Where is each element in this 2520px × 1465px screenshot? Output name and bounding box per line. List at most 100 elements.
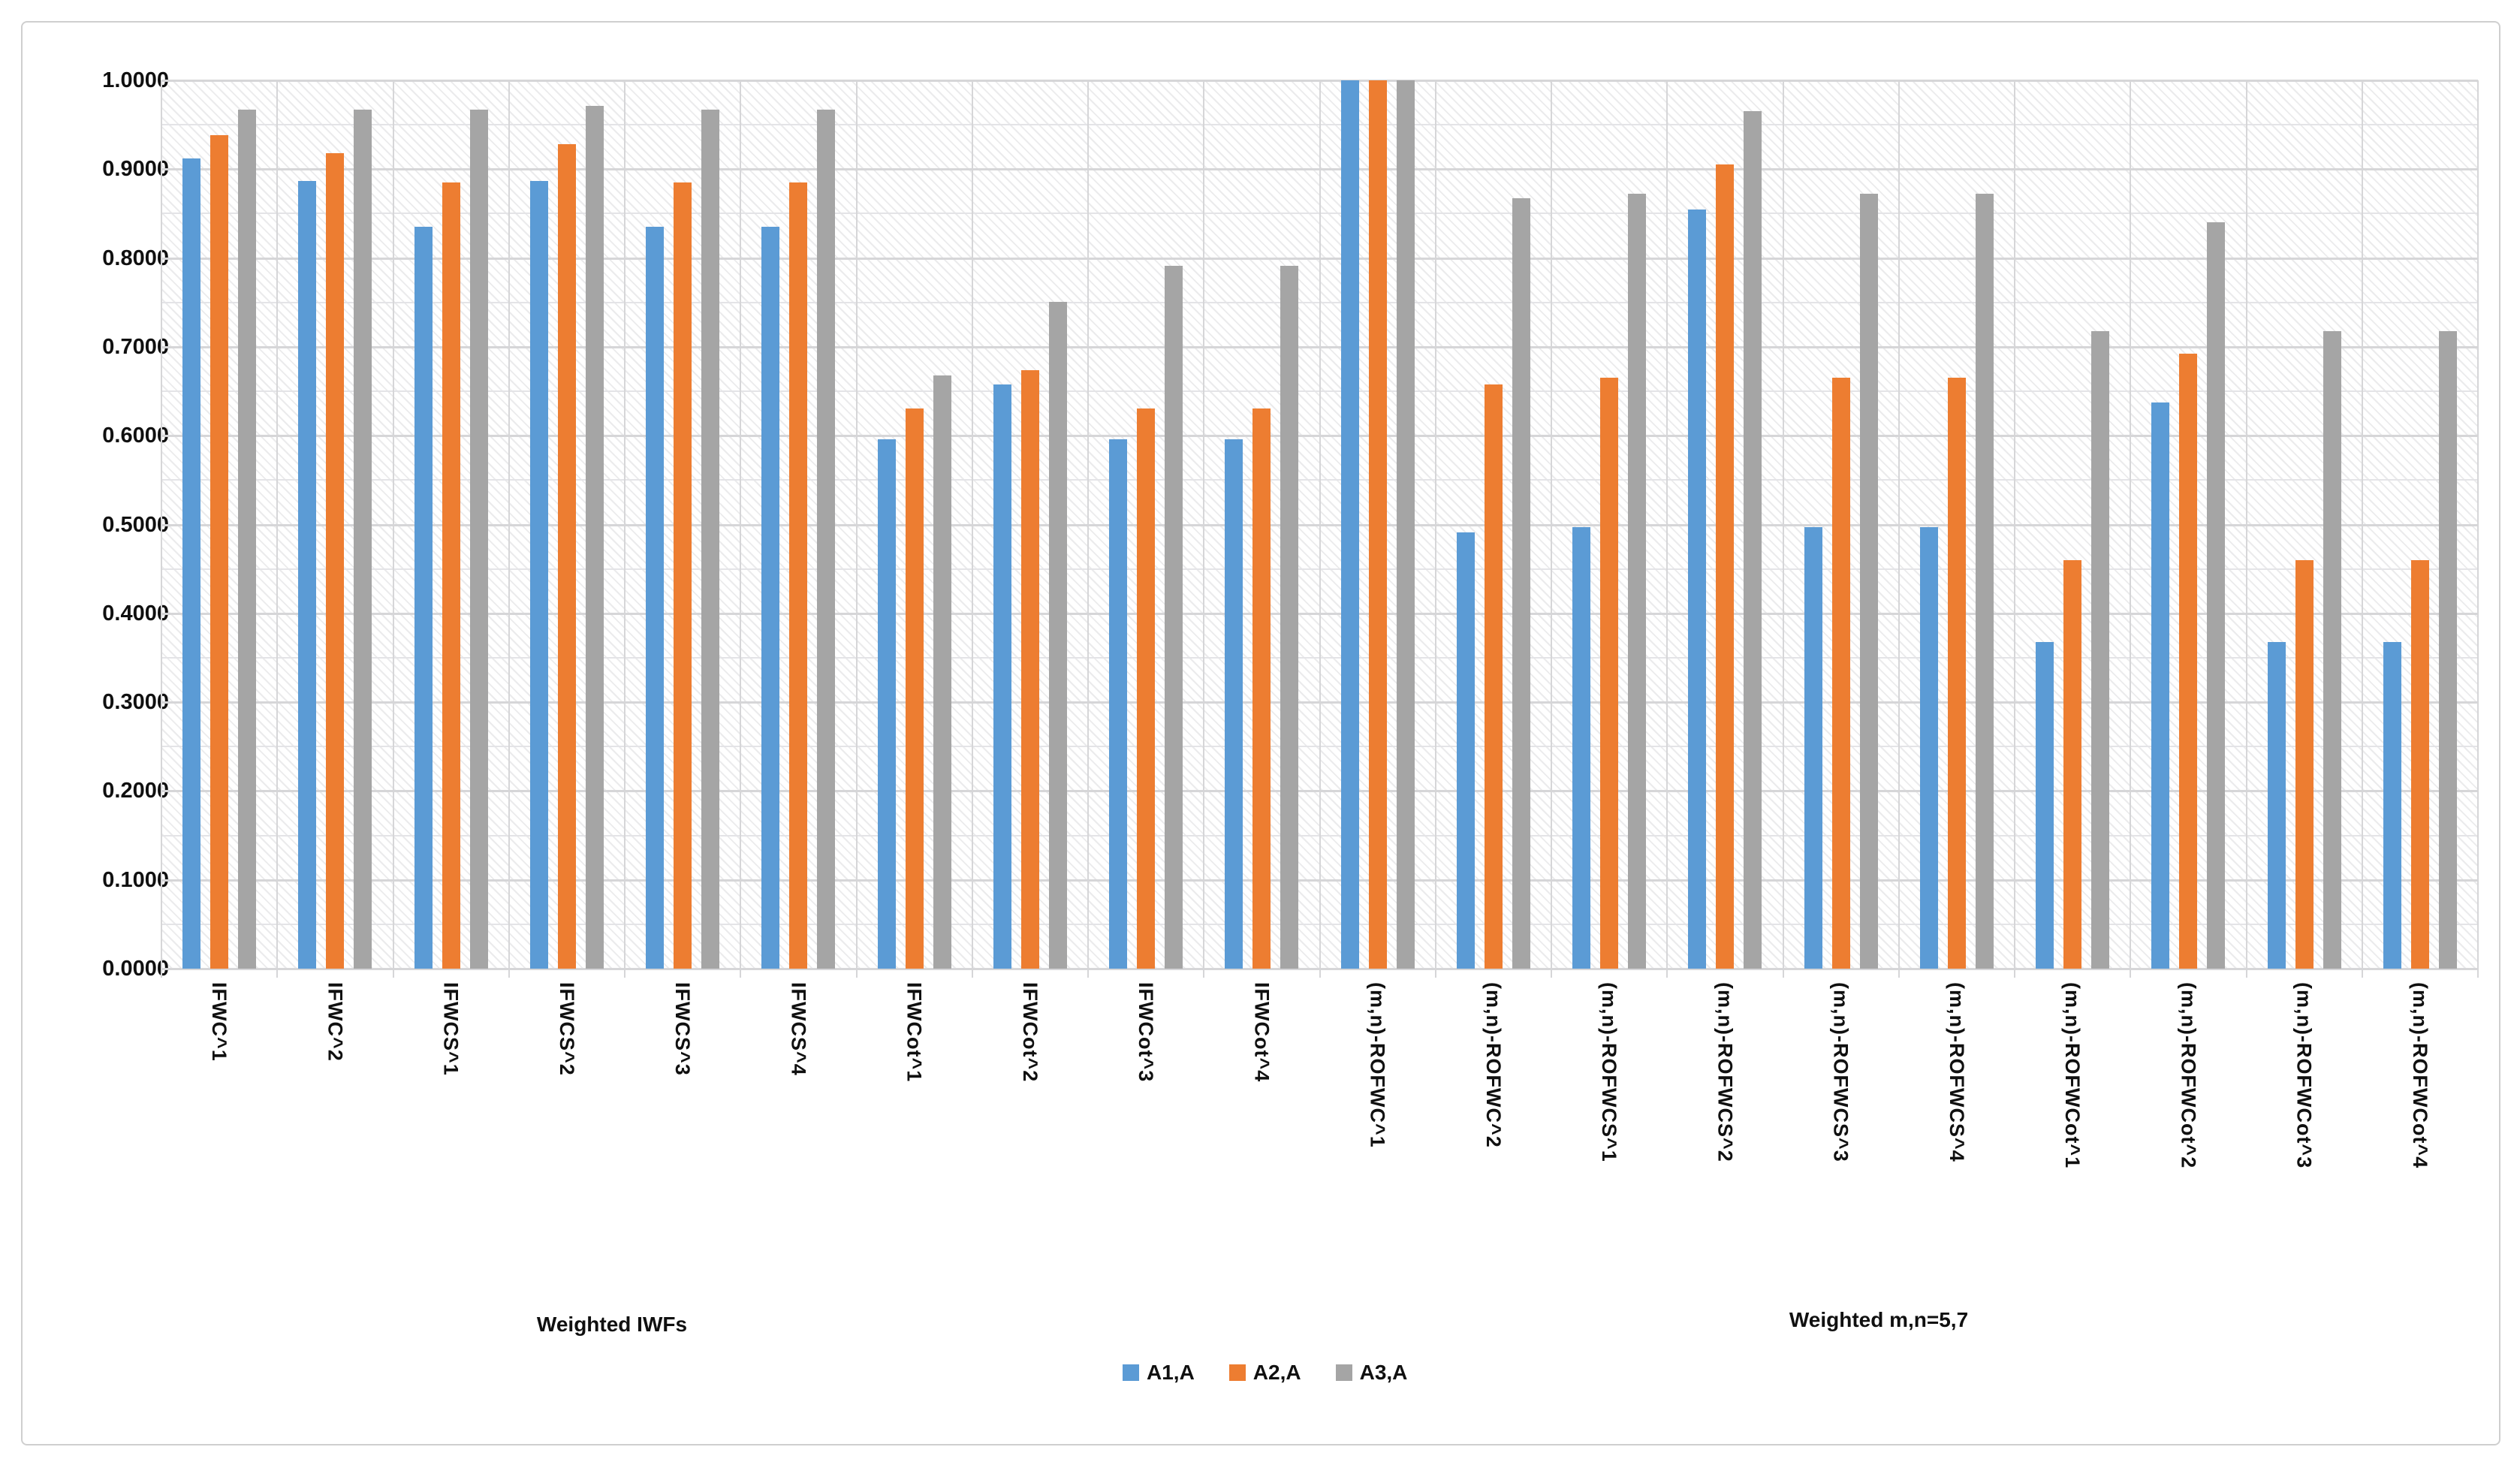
bar-series-2 (557, 144, 576, 969)
bar-series-3 (354, 110, 372, 969)
x-axis-category-label: (m,n)-ROFWC^2 (1482, 982, 1505, 1148)
bar-group (1783, 80, 1899, 969)
bar-series-2 (2063, 560, 2082, 969)
bar-group (2247, 80, 2362, 969)
bar-series-1 (2036, 642, 2054, 969)
gridline-vertical (508, 80, 510, 978)
bar-series-1 (2267, 642, 2286, 969)
bar-group (277, 80, 393, 969)
bar-series-3 (238, 110, 257, 969)
gridline-vertical (2130, 80, 2131, 978)
x-axis-category-label: IFWC^2 (324, 982, 347, 1062)
bar-group (2130, 80, 2246, 969)
axis-group-label-weighted-iwfs: Weighted IWFs (536, 1313, 688, 1336)
bar-series-2 (1137, 408, 1156, 969)
legend-item: A1,A (1123, 1361, 1195, 1385)
bar-series-1 (1688, 210, 1707, 969)
bar-series-3 (817, 110, 836, 969)
x-axis-category-label: (m,n)-ROFWCot^4 (2408, 982, 2431, 1169)
bar-series-1 (2383, 642, 2401, 969)
x-axis-category-label: IFWCot^3 (1135, 982, 1158, 1083)
gridline-vertical (2362, 80, 2363, 978)
gridline-vertical (1783, 80, 1784, 978)
x-axis-category-label: (m,n)-ROFWCot^2 (2177, 982, 2200, 1169)
x-axis-category-label: IFWCot^4 (1250, 982, 1274, 1083)
y-axis-tick-label: 0.7000 (102, 334, 169, 359)
y-axis-tick-label: 0.2000 (102, 779, 169, 803)
bar-series-1 (182, 158, 201, 969)
bar-group (1088, 80, 1204, 969)
bar-series-2 (1020, 370, 1039, 969)
bar-series-2 (210, 135, 229, 969)
legend-swatch-icon (1335, 1364, 1352, 1381)
bar-group (857, 80, 972, 969)
bar-series-3 (933, 375, 951, 969)
y-axis-tick-label: 1.0000 (102, 68, 169, 92)
bar-series-2 (1368, 80, 1387, 969)
bar-series-1 (414, 227, 433, 969)
bar-series-2 (1947, 378, 1966, 969)
bar-series-1 (1919, 527, 1938, 969)
bar-series-1 (2151, 402, 2170, 969)
bar-series-3 (1628, 194, 1647, 969)
bar-series-3 (2207, 222, 2226, 969)
bar-group (2362, 80, 2478, 969)
y-axis-tick-label: 0.0000 (102, 957, 169, 981)
y-axis-tick-label: 0.3000 (102, 690, 169, 715)
bar-series-3 (2438, 331, 2457, 969)
bar-series-2 (1600, 378, 1619, 969)
bar-series-3 (1975, 194, 1994, 969)
bar-series-3 (1859, 194, 1878, 969)
legend-label: A3,A (1359, 1361, 1408, 1384)
y-axis-tick-label: 0.4000 (102, 601, 169, 625)
bar-group (740, 80, 856, 969)
x-axis-category-label: (m,n)-ROFWCS^2 (1714, 982, 1737, 1162)
bar-group (1320, 80, 1436, 969)
legend-label: A1,A (1147, 1361, 1195, 1384)
bar-group (509, 80, 625, 969)
x-axis-category-label: IFWCS^2 (555, 982, 578, 1076)
bar-series-2 (905, 408, 924, 969)
bar-group (161, 80, 277, 969)
bar-series-3 (1165, 266, 1183, 969)
bar-group (972, 80, 1088, 969)
x-axis-category-label: (m,n)-ROFWCS^3 (1829, 982, 1852, 1162)
bar-series-2 (1831, 378, 1850, 969)
gridline-vertical (2014, 80, 2015, 978)
plot-area (161, 80, 2479, 978)
bar-series-3 (701, 110, 720, 969)
bar-series-2 (442, 182, 460, 969)
y-axis-tick-label: 0.5000 (102, 512, 169, 537)
bar-series-3 (585, 106, 604, 969)
bar-series-3 (1396, 80, 1415, 969)
bar-series-3 (469, 110, 488, 969)
y-axis-tick-label: 0.9000 (102, 157, 169, 182)
bar-series-3 (1048, 302, 1067, 969)
legend-label: A2,A (1252, 1361, 1301, 1384)
bar-series-3 (1512, 198, 1530, 969)
gridline-vertical (972, 80, 973, 978)
bar-series-2 (1252, 408, 1271, 969)
legend-item: A3,A (1335, 1361, 1408, 1385)
y-axis-tick-label: 0.8000 (102, 246, 169, 270)
x-axis-category-label: (m,n)-ROFWCS^4 (1945, 982, 1968, 1162)
gridline-vertical (2477, 80, 2479, 978)
bar-series-2 (674, 182, 692, 969)
bar-series-2 (2410, 560, 2429, 969)
y-axis-tick-label: 0.1000 (102, 867, 169, 892)
bar-series-2 (326, 153, 345, 969)
bar-group (1551, 80, 1667, 969)
gridline-vertical (856, 80, 858, 978)
legend-item: A2,A (1228, 1361, 1301, 1385)
bar-group (1899, 80, 2015, 969)
bar-group (1436, 80, 1551, 969)
bar-series-2 (1484, 384, 1503, 969)
bar-series-1 (298, 181, 317, 969)
x-axis-category-label: IFWCot^2 (1018, 982, 1041, 1083)
x-axis-category-label: IFWC^1 (208, 982, 231, 1062)
gridline-vertical (1203, 80, 1204, 978)
bar-group (1204, 80, 1319, 969)
gridline-vertical (1435, 80, 1436, 978)
gridline-vertical (161, 80, 162, 978)
gridline-vertical (1087, 80, 1089, 978)
